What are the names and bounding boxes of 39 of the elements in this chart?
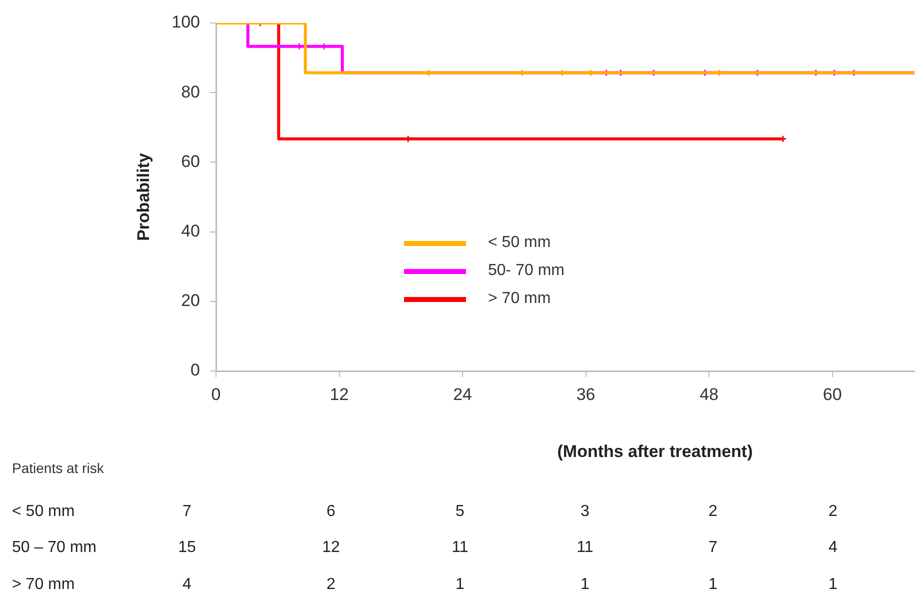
text: 7 [182, 503, 192, 521]
text: 2 [828, 503, 838, 521]
x-tick-label: 12 [330, 384, 349, 404]
y-tick-label: 20 [181, 291, 200, 310]
text: 2 [708, 503, 718, 521]
text: 4 [182, 576, 192, 594]
text: < 50 mm [12, 503, 75, 521]
text: 1 [580, 576, 590, 594]
text: 5 [456, 503, 464, 521]
legend-label: < 50 mm [488, 234, 551, 252]
text: 6 [326, 503, 336, 521]
text: 4 [828, 539, 838, 557]
y-tick-label: 100 [172, 12, 200, 32]
y-tick-label: 60 [181, 152, 200, 171]
text: 15 [178, 539, 196, 557]
x-tick-label: 0 [211, 384, 221, 404]
text: 50 – 70 mm [12, 539, 96, 557]
x-tick-label: 36 [576, 384, 596, 404]
x-axis-title: (Months after treatment) [557, 442, 753, 462]
text: Patients at risk [12, 460, 104, 476]
y-tick-label: 40 [181, 221, 200, 240]
text: 1 [708, 576, 718, 594]
text: 3 [580, 503, 590, 521]
text: 11 [576, 539, 594, 557]
x-tick-label: 48 [700, 384, 719, 404]
y-axis-title: Probability [134, 152, 153, 241]
y-tick-label: 0 [190, 360, 200, 380]
text: 11 [452, 539, 468, 557]
x-tick-label: 60 [822, 384, 842, 404]
x-tick-label: 24 [453, 384, 472, 404]
legend-label: > 70 mm [488, 290, 551, 308]
text: 12 [322, 539, 340, 557]
text: > 70 mm [12, 576, 75, 594]
text: 7 [708, 539, 718, 557]
text: 2 [326, 576, 336, 594]
text: 1 [828, 576, 838, 594]
y-tick-label: 80 [181, 82, 200, 102]
text: 1 [456, 576, 464, 594]
legend-label: 50- 70 mm [488, 262, 564, 280]
